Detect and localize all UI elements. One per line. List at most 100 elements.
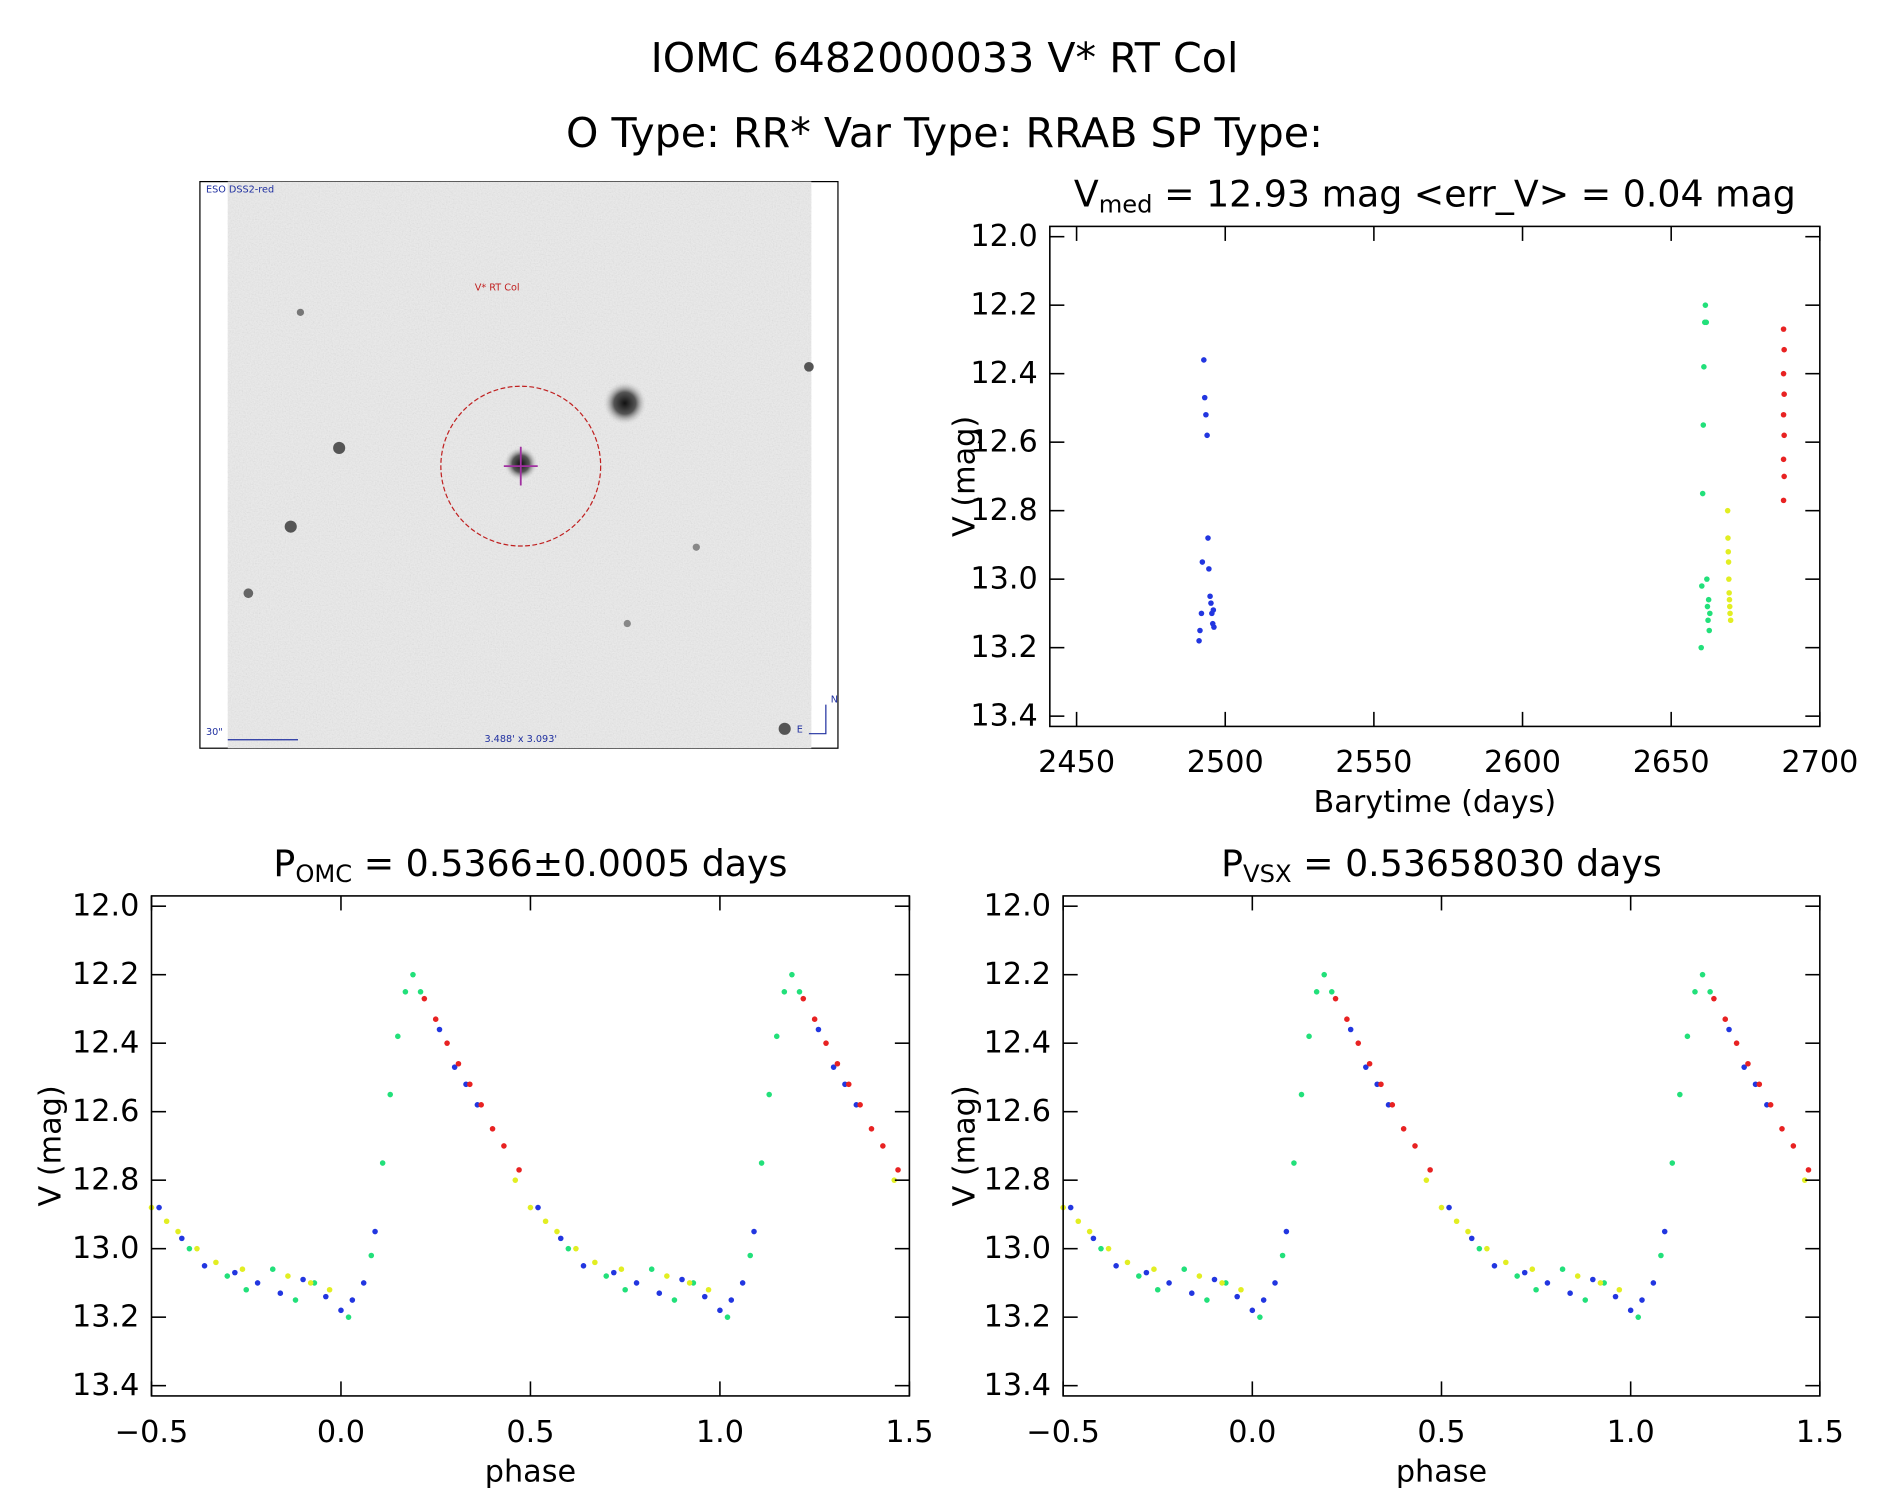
data-point <box>1476 1245 1483 1252</box>
x-tick-label: 0.5 <box>1417 1415 1465 1450</box>
data-point <box>1639 1297 1645 1303</box>
data-point <box>1468 1235 1475 1242</box>
data-point <box>789 971 795 978</box>
data-point <box>656 1290 663 1296</box>
y-tick-label: 12.8 <box>970 493 1037 528</box>
data-point <box>1727 617 1734 624</box>
data-point <box>1722 1016 1729 1022</box>
title-part: VSX <box>1243 860 1292 888</box>
data-point <box>1355 1040 1362 1046</box>
data-point <box>432 1016 439 1022</box>
data-point <box>1780 497 1787 504</box>
data-point <box>580 1263 587 1269</box>
axis-frame <box>1049 225 1821 728</box>
data-point <box>345 1314 352 1320</box>
x-axis-label: Barytime (days) <box>1314 785 1557 820</box>
data-point <box>1207 593 1213 600</box>
data-point <box>686 1280 693 1286</box>
data-point <box>1781 432 1787 439</box>
data-point <box>243 1286 250 1293</box>
y-tick-label: 12.4 <box>970 356 1037 391</box>
data-point <box>1533 1286 1539 1293</box>
data-point <box>1726 603 1733 610</box>
data-point <box>823 1040 829 1046</box>
data-point <box>747 1252 754 1259</box>
data-point <box>489 1126 496 1132</box>
data-point <box>1805 1167 1812 1173</box>
x-tick-label: 2700 <box>1781 745 1858 780</box>
data-point <box>800 995 807 1002</box>
y-tick-label: 12.6 <box>970 425 1037 460</box>
data-point <box>1344 1016 1350 1022</box>
data-point <box>535 1204 541 1211</box>
data-point <box>1124 1259 1131 1266</box>
data-point <box>592 1259 598 1266</box>
y-tick-label: 12.6 <box>72 1094 139 1129</box>
data-point <box>1166 1280 1172 1286</box>
data-point <box>402 989 409 995</box>
data-point <box>1291 1160 1297 1166</box>
data-point <box>338 1307 344 1314</box>
data-point <box>417 989 424 995</box>
data-point <box>467 1081 473 1088</box>
data-point <box>1143 1269 1150 1276</box>
data-point <box>1279 1252 1286 1259</box>
data-point <box>1211 1276 1218 1283</box>
data-point <box>501 1143 507 1149</box>
data-point <box>542 1218 549 1225</box>
data-point <box>1086 1228 1093 1235</box>
data-point <box>1781 391 1787 397</box>
data-point <box>1201 394 1208 401</box>
data-point <box>269 1266 276 1273</box>
y-axis-label: V (mag) <box>34 1085 69 1206</box>
figure-title: IOMC 6482000033 V* RT Col <box>651 34 1239 82</box>
data-point <box>1725 559 1732 565</box>
x-tick-label: 2650 <box>1633 745 1710 780</box>
data-point <box>1703 319 1710 326</box>
data-point <box>1347 1026 1354 1033</box>
data-point <box>194 1245 200 1252</box>
data-point <box>307 1280 314 1286</box>
data-point <box>773 1033 780 1040</box>
data-point <box>1321 971 1327 978</box>
data-point <box>857 1102 863 1108</box>
data-point <box>1257 1314 1263 1320</box>
data-point <box>1725 535 1731 541</box>
data-point <box>1272 1280 1278 1286</box>
x-tick-label: 0.0 <box>317 1415 365 1450</box>
data-point <box>1205 535 1211 541</box>
data-point <box>326 1286 333 1293</box>
y-tick-label: 13.4 <box>72 1368 139 1403</box>
sky-image: ESO DSS2-red V* RT Col 30" 3.488' x 3.09… <box>199 180 839 749</box>
target-label: V* RT Col <box>475 283 520 294</box>
data-point <box>1669 1160 1676 1166</box>
x-tick-label: −0.5 <box>1026 1415 1099 1450</box>
title-part: V <box>1074 172 1099 215</box>
data-point <box>1699 971 1706 978</box>
x-tick-label: 1.5 <box>1796 1415 1844 1450</box>
data-point <box>1781 346 1787 353</box>
data-point <box>573 1245 579 1252</box>
y-tick-label: 12.0 <box>970 219 1037 254</box>
y-tick-label: 12.0 <box>72 889 139 924</box>
y-tick-label: 13.4 <box>984 1368 1051 1403</box>
data-point <box>1707 610 1713 617</box>
data-point <box>478 1102 484 1108</box>
data-point <box>421 995 428 1002</box>
data-point <box>1698 644 1704 651</box>
data-point <box>232 1269 238 1276</box>
data-point <box>1283 1228 1290 1235</box>
data-point <box>1198 610 1205 617</box>
data-point <box>1684 1033 1691 1040</box>
data-point <box>622 1286 628 1293</box>
y-tick-label: 12.8 <box>72 1163 139 1198</box>
data-point <box>1726 1026 1732 1033</box>
x-tick-label: 0.0 <box>1228 1415 1276 1450</box>
data-point <box>1780 370 1787 377</box>
data-point <box>1389 1102 1396 1108</box>
data-point <box>815 1026 822 1033</box>
chart: −0.5 0.0 0.5 1.0 1.5 12.0 12.2 12.4 12.6 12.8 13.0… <box>34 842 934 1490</box>
chart-title: Vmed = 12.93 mag <err_V> = 0.04 mag <box>1074 172 1796 218</box>
data-point <box>739 1280 746 1286</box>
